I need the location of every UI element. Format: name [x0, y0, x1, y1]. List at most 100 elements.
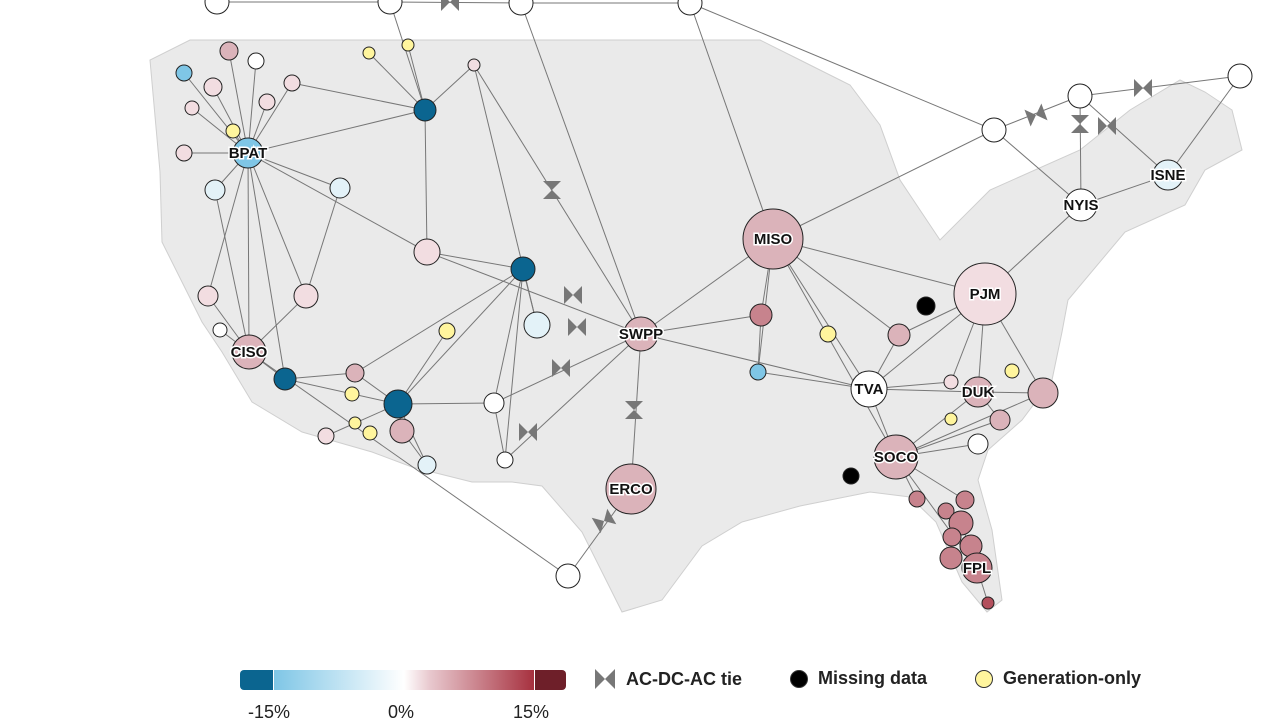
node-a6[interactable] — [258, 93, 276, 111]
node-e5[interactable] — [483, 392, 505, 414]
node-circle[interactable] — [1064, 188, 1098, 222]
node-q1[interactable] — [981, 117, 1007, 143]
node-y8[interactable] — [344, 386, 360, 402]
node-c4[interactable] — [523, 311, 551, 339]
node-circle[interactable] — [523, 311, 551, 339]
node-circle[interactable] — [943, 374, 959, 390]
node-circle[interactable] — [873, 434, 919, 480]
node-circle[interactable] — [942, 527, 962, 547]
node-circle[interactable] — [175, 144, 193, 162]
node-circle[interactable] — [749, 363, 767, 381]
node-d1[interactable] — [749, 303, 773, 327]
node-circle[interactable] — [219, 41, 239, 61]
node-e3[interactable] — [212, 322, 228, 338]
node-d3[interactable] — [749, 363, 767, 381]
node-circle[interactable] — [175, 64, 193, 82]
node-circle[interactable] — [413, 98, 437, 122]
node-circle[interactable] — [555, 563, 581, 589]
node-circle[interactable] — [273, 367, 297, 391]
node-circle[interactable] — [742, 208, 804, 270]
node-d7[interactable] — [967, 433, 989, 455]
node-circle[interactable] — [749, 303, 773, 327]
node-a5[interactable] — [184, 100, 200, 116]
node-circle[interactable] — [231, 334, 267, 370]
node-circle[interactable] — [1027, 377, 1059, 409]
node-y1[interactable] — [362, 46, 376, 60]
node-y9[interactable] — [348, 416, 362, 430]
node-circle[interactable] — [348, 416, 362, 430]
node-circle[interactable] — [204, 0, 230, 15]
node-circle[interactable] — [184, 100, 200, 116]
node-y3[interactable] — [225, 123, 241, 139]
node-a9[interactable] — [175, 144, 193, 162]
node-circle[interactable] — [510, 256, 536, 282]
node-circle[interactable] — [967, 433, 989, 455]
node-soco[interactable]: SOCO — [872, 434, 920, 480]
node-y4[interactable] — [438, 322, 456, 340]
node-q3[interactable] — [1227, 63, 1253, 89]
node-circle[interactable] — [317, 427, 335, 445]
node-circle[interactable] — [417, 455, 437, 475]
node-d4[interactable] — [943, 374, 959, 390]
node-circle[interactable] — [850, 370, 888, 408]
node-circle[interactable] — [483, 392, 505, 414]
node-y2[interactable] — [401, 38, 415, 52]
node-circle[interactable] — [1152, 159, 1184, 191]
node-circle[interactable] — [1004, 363, 1020, 379]
node-circle[interactable] — [345, 363, 365, 383]
node-circle[interactable] — [908, 490, 926, 508]
node-circle[interactable] — [362, 425, 378, 441]
node-c3[interactable] — [413, 238, 441, 266]
node-circle[interactable] — [389, 418, 415, 444]
node-y5[interactable] — [819, 325, 837, 343]
node-tva[interactable]: TVA — [850, 370, 888, 408]
node-t4[interactable] — [677, 0, 703, 16]
node-circle[interactable] — [225, 123, 241, 139]
node-a1[interactable] — [219, 41, 239, 61]
node-circle[interactable] — [1227, 63, 1253, 89]
node-circle[interactable] — [197, 285, 219, 307]
node-circle[interactable] — [623, 316, 659, 352]
node-a7[interactable] — [283, 74, 301, 92]
node-circle[interactable] — [232, 137, 264, 169]
node-t1[interactable] — [204, 0, 230, 15]
node-d5[interactable] — [1027, 377, 1059, 409]
node-b2[interactable] — [510, 256, 536, 282]
node-circle[interactable] — [212, 322, 228, 338]
node-circle[interactable] — [329, 177, 351, 199]
node-bpat[interactable]: BPAT — [227, 137, 269, 169]
node-circle[interactable] — [955, 490, 975, 510]
node-duk[interactable]: DUK — [960, 376, 996, 408]
node-f2[interactable] — [955, 490, 975, 510]
node-swpp[interactable]: SWPP — [617, 316, 665, 352]
node-f8[interactable] — [981, 596, 995, 610]
node-circle[interactable] — [677, 0, 703, 16]
node-circle[interactable] — [961, 552, 993, 584]
node-circle[interactable] — [887, 323, 911, 347]
node-a4[interactable] — [203, 77, 223, 97]
node-circle[interactable] — [467, 58, 481, 72]
node-circle[interactable] — [283, 74, 301, 92]
node-circle[interactable] — [962, 376, 994, 408]
node-a2[interactable] — [247, 52, 265, 70]
node-circle[interactable] — [204, 179, 226, 201]
node-circle[interactable] — [383, 389, 413, 419]
node-c2[interactable] — [329, 177, 351, 199]
node-circle[interactable] — [508, 0, 534, 16]
node-nyis[interactable]: NYIS — [1062, 188, 1100, 222]
node-erco[interactable]: ERCO — [605, 463, 657, 515]
node-f5[interactable] — [942, 527, 962, 547]
node-circle[interactable] — [258, 93, 276, 111]
node-circle[interactable] — [293, 283, 319, 309]
node-circle[interactable] — [939, 546, 963, 570]
node-y7[interactable] — [944, 412, 958, 426]
node-y6[interactable] — [1004, 363, 1020, 379]
node-circle[interactable] — [937, 502, 955, 520]
node-c1[interactable] — [204, 179, 226, 201]
node-isne[interactable]: ISNE — [1149, 159, 1187, 191]
node-f7[interactable] — [939, 546, 963, 570]
node-t3[interactable] — [508, 0, 534, 16]
node-t2[interactable] — [377, 0, 403, 15]
node-circle[interactable] — [401, 38, 415, 52]
node-a8[interactable] — [467, 58, 481, 72]
